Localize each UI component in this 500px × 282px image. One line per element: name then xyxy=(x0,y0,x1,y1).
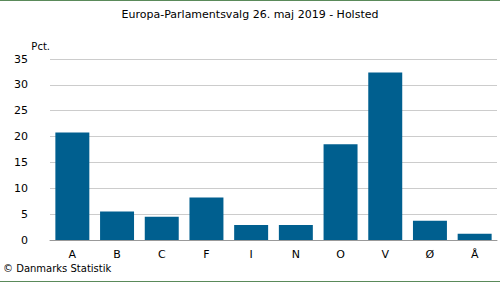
svg-text:I: I xyxy=(250,248,253,261)
svg-text:Pct.: Pct. xyxy=(31,41,50,52)
svg-text:10: 10 xyxy=(14,182,28,195)
svg-text:N: N xyxy=(292,248,300,261)
svg-text:© Danmarks Statistik: © Danmarks Statistik xyxy=(3,263,112,274)
svg-text:0: 0 xyxy=(21,234,28,247)
svg-text:O: O xyxy=(336,248,345,261)
svg-text:F: F xyxy=(203,248,209,261)
svg-text:30: 30 xyxy=(14,78,28,91)
svg-text:Europa-Parlamentsvalg 26. maj: Europa-Parlamentsvalg 26. maj 2019 - Hol… xyxy=(122,8,379,21)
svg-text:V: V xyxy=(381,248,389,261)
svg-text:15: 15 xyxy=(14,156,28,169)
svg-text:B: B xyxy=(113,248,121,261)
svg-text:Ø: Ø xyxy=(426,248,435,261)
svg-text:25: 25 xyxy=(14,104,28,117)
svg-text:A: A xyxy=(69,248,77,261)
svg-text:35: 35 xyxy=(14,53,28,66)
svg-text:Å: Å xyxy=(471,248,479,261)
svg-text:C: C xyxy=(158,248,166,261)
svg-text:20: 20 xyxy=(14,130,28,143)
svg-text:5: 5 xyxy=(21,208,28,221)
